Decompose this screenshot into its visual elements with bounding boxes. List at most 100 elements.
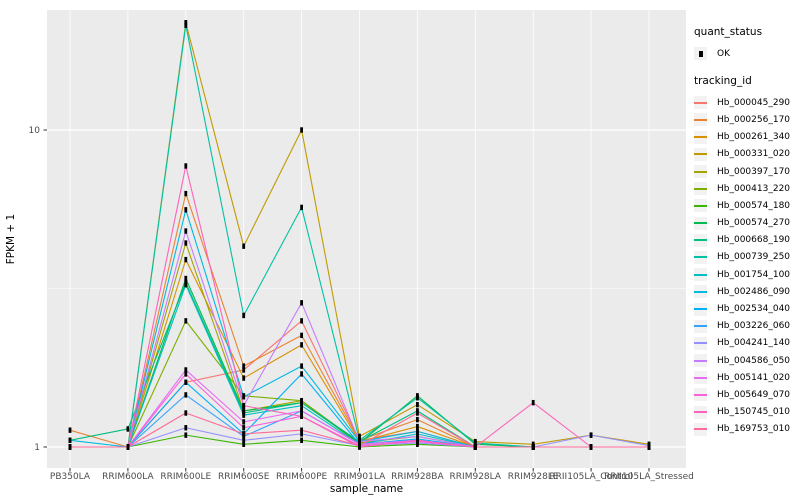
legend-item-Hb_000574_180: Hb_000574_180 xyxy=(694,197,800,214)
data-point xyxy=(300,402,303,409)
legend-item-label: Hb_000574_270 xyxy=(717,218,791,229)
legend-line-swatch-icon xyxy=(694,96,707,110)
data-point xyxy=(531,444,535,450)
legend-item-label: Hb_000256_170 xyxy=(717,114,791,125)
data-point xyxy=(126,426,130,432)
legend-line-swatch-icon xyxy=(694,250,707,264)
data-point xyxy=(184,228,188,234)
data-point xyxy=(589,432,593,438)
data-point xyxy=(184,425,188,431)
legend-item-quant-status-ok: OK xyxy=(694,45,800,62)
data-point xyxy=(358,433,361,440)
data-point xyxy=(68,444,72,450)
data-point xyxy=(184,367,188,373)
data-point xyxy=(300,431,303,437)
data-point xyxy=(300,413,303,419)
legend-item-label: Hb_150745_010 xyxy=(717,407,791,418)
data-point xyxy=(242,375,246,381)
series-color-line xyxy=(694,325,707,328)
y-tick-label: 10 xyxy=(29,126,41,136)
data-point xyxy=(300,127,303,133)
data-point xyxy=(184,282,188,288)
legend-item-label: Hb_005141_020 xyxy=(717,372,791,383)
legend-item-label: Hb_169753_010 xyxy=(717,424,791,435)
data-point xyxy=(242,431,246,437)
legend-item-label: Hb_005649_070 xyxy=(717,389,791,400)
x-tick-label: PB350LA xyxy=(50,472,91,482)
data-point xyxy=(184,371,188,377)
series-color-line xyxy=(694,239,707,242)
legend-item-Hb_000574_270: Hb_000574_270 xyxy=(694,215,800,232)
legend-line-swatch-icon xyxy=(694,371,707,385)
legend-item-Hb_001754_100: Hb_001754_100 xyxy=(694,266,800,283)
series-color-line xyxy=(694,101,707,104)
data-point xyxy=(242,394,246,400)
data-point xyxy=(184,379,188,385)
data-point xyxy=(416,433,419,440)
legend-line-swatch-icon xyxy=(694,130,707,144)
legend-item-Hb_000739_250: Hb_000739_250 xyxy=(694,249,800,266)
series-color-line xyxy=(694,204,707,207)
legend-item-Hb_000045_290: Hb_000045_290 xyxy=(694,94,800,111)
x-tick-label: RRII105LA_Stressed xyxy=(604,472,694,482)
legend-item-Hb_150745_010: Hb_150745_010 xyxy=(694,404,800,421)
data-point xyxy=(242,363,246,369)
data-point xyxy=(300,408,303,414)
x-tick-label: RRIM928LA xyxy=(450,472,502,482)
series-color-line xyxy=(694,153,707,156)
legend-line-swatch-icon xyxy=(694,319,707,333)
data-point xyxy=(184,22,188,28)
data-point xyxy=(68,427,72,433)
legend-item-Hb_000261_340: Hb_000261_340 xyxy=(694,129,800,146)
x-axis-title: sample_name xyxy=(330,483,403,495)
legend-title-quant-status: quant_status xyxy=(694,26,763,38)
data-point xyxy=(184,207,188,213)
series-color-line xyxy=(694,290,707,293)
legend-line-swatch-icon xyxy=(694,354,707,368)
data-point xyxy=(242,441,246,447)
legend-line-swatch-icon xyxy=(694,147,707,161)
legend-item-label: Hb_000331_020 xyxy=(717,149,791,160)
legend-item-label: Hb_000397_170 xyxy=(717,166,791,177)
series-color-line xyxy=(694,342,707,345)
series-color-line xyxy=(694,170,707,173)
data-point xyxy=(242,243,246,249)
series-color-line xyxy=(694,359,707,362)
legend-item-Hb_004586_050: Hb_004586_050 xyxy=(694,352,800,369)
legend-item-Hb_000413_220: Hb_000413_220 xyxy=(694,180,800,197)
legend-line-swatch-icon xyxy=(694,233,707,247)
data-point xyxy=(300,332,303,339)
x-tick-label: RRII105LA_Control xyxy=(549,472,632,482)
data-point xyxy=(647,444,651,450)
legend-item-Hb_004241_140: Hb_004241_140 xyxy=(694,335,800,352)
data-point xyxy=(416,416,419,423)
data-point xyxy=(531,441,535,447)
data-point xyxy=(300,437,303,443)
data-point xyxy=(531,399,535,406)
series-color-line xyxy=(694,273,707,276)
legend-line-swatch-icon xyxy=(694,113,707,127)
series-color-line xyxy=(694,222,707,225)
data-point xyxy=(68,437,72,443)
legend-line-swatch-icon xyxy=(694,285,707,299)
legend-item-label: Hb_000739_250 xyxy=(717,252,791,263)
data-point xyxy=(242,312,246,319)
legend-item-Hb_005649_070: Hb_005649_070 xyxy=(694,386,800,403)
data-point xyxy=(300,371,303,377)
x-tick-label: RRIM928LE xyxy=(508,472,559,482)
legend-line-swatch-icon xyxy=(694,165,707,179)
series-color-line xyxy=(694,187,707,190)
y-axis-title: FPKM + 1 xyxy=(5,214,17,264)
data-point xyxy=(184,432,188,438)
legend-item-label: Hb_002486_090 xyxy=(717,286,791,297)
legend-item-label: Hb_002534_040 xyxy=(717,304,791,315)
legend-item-ok-label: OK xyxy=(717,48,730,59)
legend-title-tracking-id: tracking_id xyxy=(694,75,752,88)
legend-line-swatch-icon xyxy=(694,336,707,350)
x-tick-label: RRIM901LA xyxy=(334,472,386,482)
data-point xyxy=(184,410,188,416)
legend-line-swatch-icon xyxy=(694,268,707,282)
legend-line-swatch-icon xyxy=(694,182,707,196)
legend-item-Hb_169753_010: Hb_169753_010 xyxy=(694,421,800,438)
